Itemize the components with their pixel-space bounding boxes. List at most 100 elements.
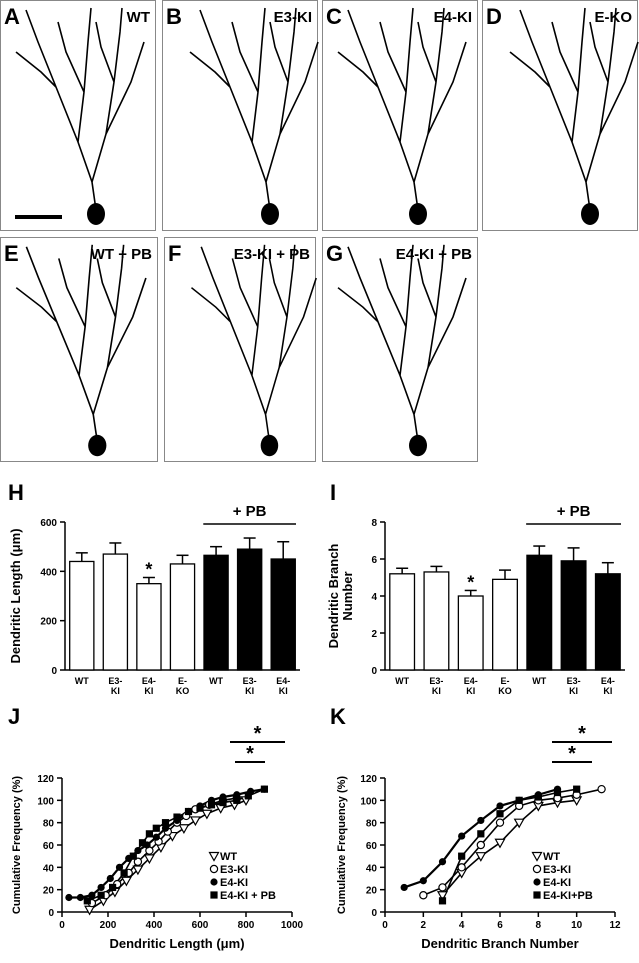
marker	[76, 893, 84, 902]
panel-label: E4-KI + PB	[396, 246, 472, 263]
legend-marker	[210, 878, 218, 886]
marker	[196, 804, 204, 812]
x-tick-label: 8	[536, 920, 542, 931]
marker	[129, 852, 137, 860]
chart: J 0 20 40 60 80 100 120 Cumulative Frequency (%)…	[8, 704, 304, 951]
micrograph-panel: D E-KO	[482, 0, 639, 231]
panel-letter: I	[330, 480, 336, 505]
x-tick-label: E4-KI	[142, 676, 156, 696]
legend-label: E4-KI+PB	[543, 890, 593, 902]
x-tick-label: WT	[209, 676, 223, 686]
marker	[133, 857, 143, 866]
marker	[438, 883, 447, 892]
marker	[496, 802, 504, 810]
y-tick-label: 400	[40, 567, 57, 578]
marker	[496, 810, 504, 818]
legend-label: E4-KI + PB	[220, 890, 276, 902]
panel-frame	[0, 0, 156, 231]
significance-star: *	[254, 723, 262, 745]
y-tick-label: 0	[48, 908, 54, 919]
x-tick-label: E4-KI	[464, 676, 478, 696]
x-tick-label: E4-KI	[276, 676, 290, 696]
x-tick-label: WT	[532, 676, 546, 686]
panel-frame	[164, 237, 316, 462]
micrograph-panel: E WT + PB	[0, 237, 158, 462]
panel-letter: G	[326, 241, 343, 266]
marker	[152, 824, 160, 832]
bar	[136, 583, 162, 671]
panel-label: E3-KI + PB	[234, 246, 310, 263]
marker	[573, 785, 581, 793]
x-tick-label: 6	[497, 920, 503, 931]
y-axis-label: Dendritic Length (μm)	[8, 528, 23, 663]
y-tick-label: 2	[371, 629, 377, 640]
y-tick-label: 100	[360, 796, 377, 807]
x-tick-label: 2	[421, 920, 427, 931]
y-tick-label: 0	[51, 666, 57, 677]
y-tick-label: 8	[371, 518, 377, 529]
y-tick-label: 60	[43, 841, 55, 852]
panel-letter: H	[8, 480, 24, 505]
panel-letter: D	[486, 4, 502, 29]
group-label: + PB	[233, 503, 267, 520]
x-tick-label: E3-KI	[108, 676, 122, 696]
panel-label: E4-KI	[434, 9, 472, 26]
marker	[189, 816, 201, 827]
y-tick-label: 60	[366, 841, 378, 852]
y-axis-label: Cumulative Frequency (%)	[11, 776, 23, 914]
marker	[419, 891, 428, 900]
chart: H 0 200 400 600 Dendritic Length (μm) WT E3-KI E…	[8, 480, 300, 696]
marker	[477, 816, 485, 825]
bar	[526, 554, 553, 671]
marker	[419, 877, 427, 885]
significance-star: *	[578, 723, 586, 745]
marker	[458, 852, 466, 860]
legend-marker	[209, 864, 219, 874]
marker	[132, 865, 144, 876]
y-tick-label: 0	[371, 908, 377, 919]
x-tick-label: E3-KI	[567, 676, 581, 696]
panel-letter: J	[8, 704, 20, 729]
y-tick-label: 80	[43, 819, 55, 830]
x-tick-label: 0	[382, 920, 388, 931]
panel-letter: E	[4, 241, 19, 266]
marker	[138, 839, 147, 847]
bar	[389, 573, 416, 671]
panel-frame	[0, 237, 158, 462]
legend-label: E4-KI	[543, 877, 571, 889]
y-tick-label: 100	[37, 796, 54, 807]
marker	[458, 832, 466, 840]
y-tick-label: 120	[37, 774, 54, 785]
marker	[457, 863, 466, 872]
marker	[436, 891, 449, 901]
y-tick-label: 200	[40, 617, 57, 628]
micrographs: A WT B E3-KI C E4-KI D E-KO E WT + PB F E3-KI + PB G…	[0, 0, 639, 462]
x-tick-label: 4	[459, 920, 465, 931]
legend-label: E4-KI	[220, 877, 248, 889]
panel-label: WT + PB	[91, 246, 152, 263]
marker	[152, 833, 160, 841]
legend-marker	[210, 891, 218, 899]
marker	[475, 852, 487, 862]
x-tick-label: E3-KI	[243, 676, 257, 696]
marker	[219, 793, 227, 801]
panel-label: E-KO	[595, 9, 633, 26]
marker	[173, 813, 181, 821]
marker	[233, 796, 241, 804]
marker	[495, 818, 505, 827]
legend-marker	[531, 851, 543, 862]
bar	[560, 560, 587, 671]
y-tick-label: 20	[43, 886, 55, 897]
marker	[515, 796, 523, 804]
y-axis-label: Cumulative Frequency (%)	[336, 776, 348, 914]
y-tick-label: 40	[43, 863, 55, 874]
marker	[477, 830, 485, 838]
marker	[143, 854, 155, 865]
chart: I 0 2 4 6 8 Dendritic BranchNumber WT E3-KI E4-KI…	[326, 480, 625, 696]
marker	[244, 792, 252, 800]
marker	[260, 785, 268, 793]
group-label: + PB	[557, 503, 591, 520]
panel-frame	[322, 0, 478, 231]
marker	[97, 883, 105, 892]
